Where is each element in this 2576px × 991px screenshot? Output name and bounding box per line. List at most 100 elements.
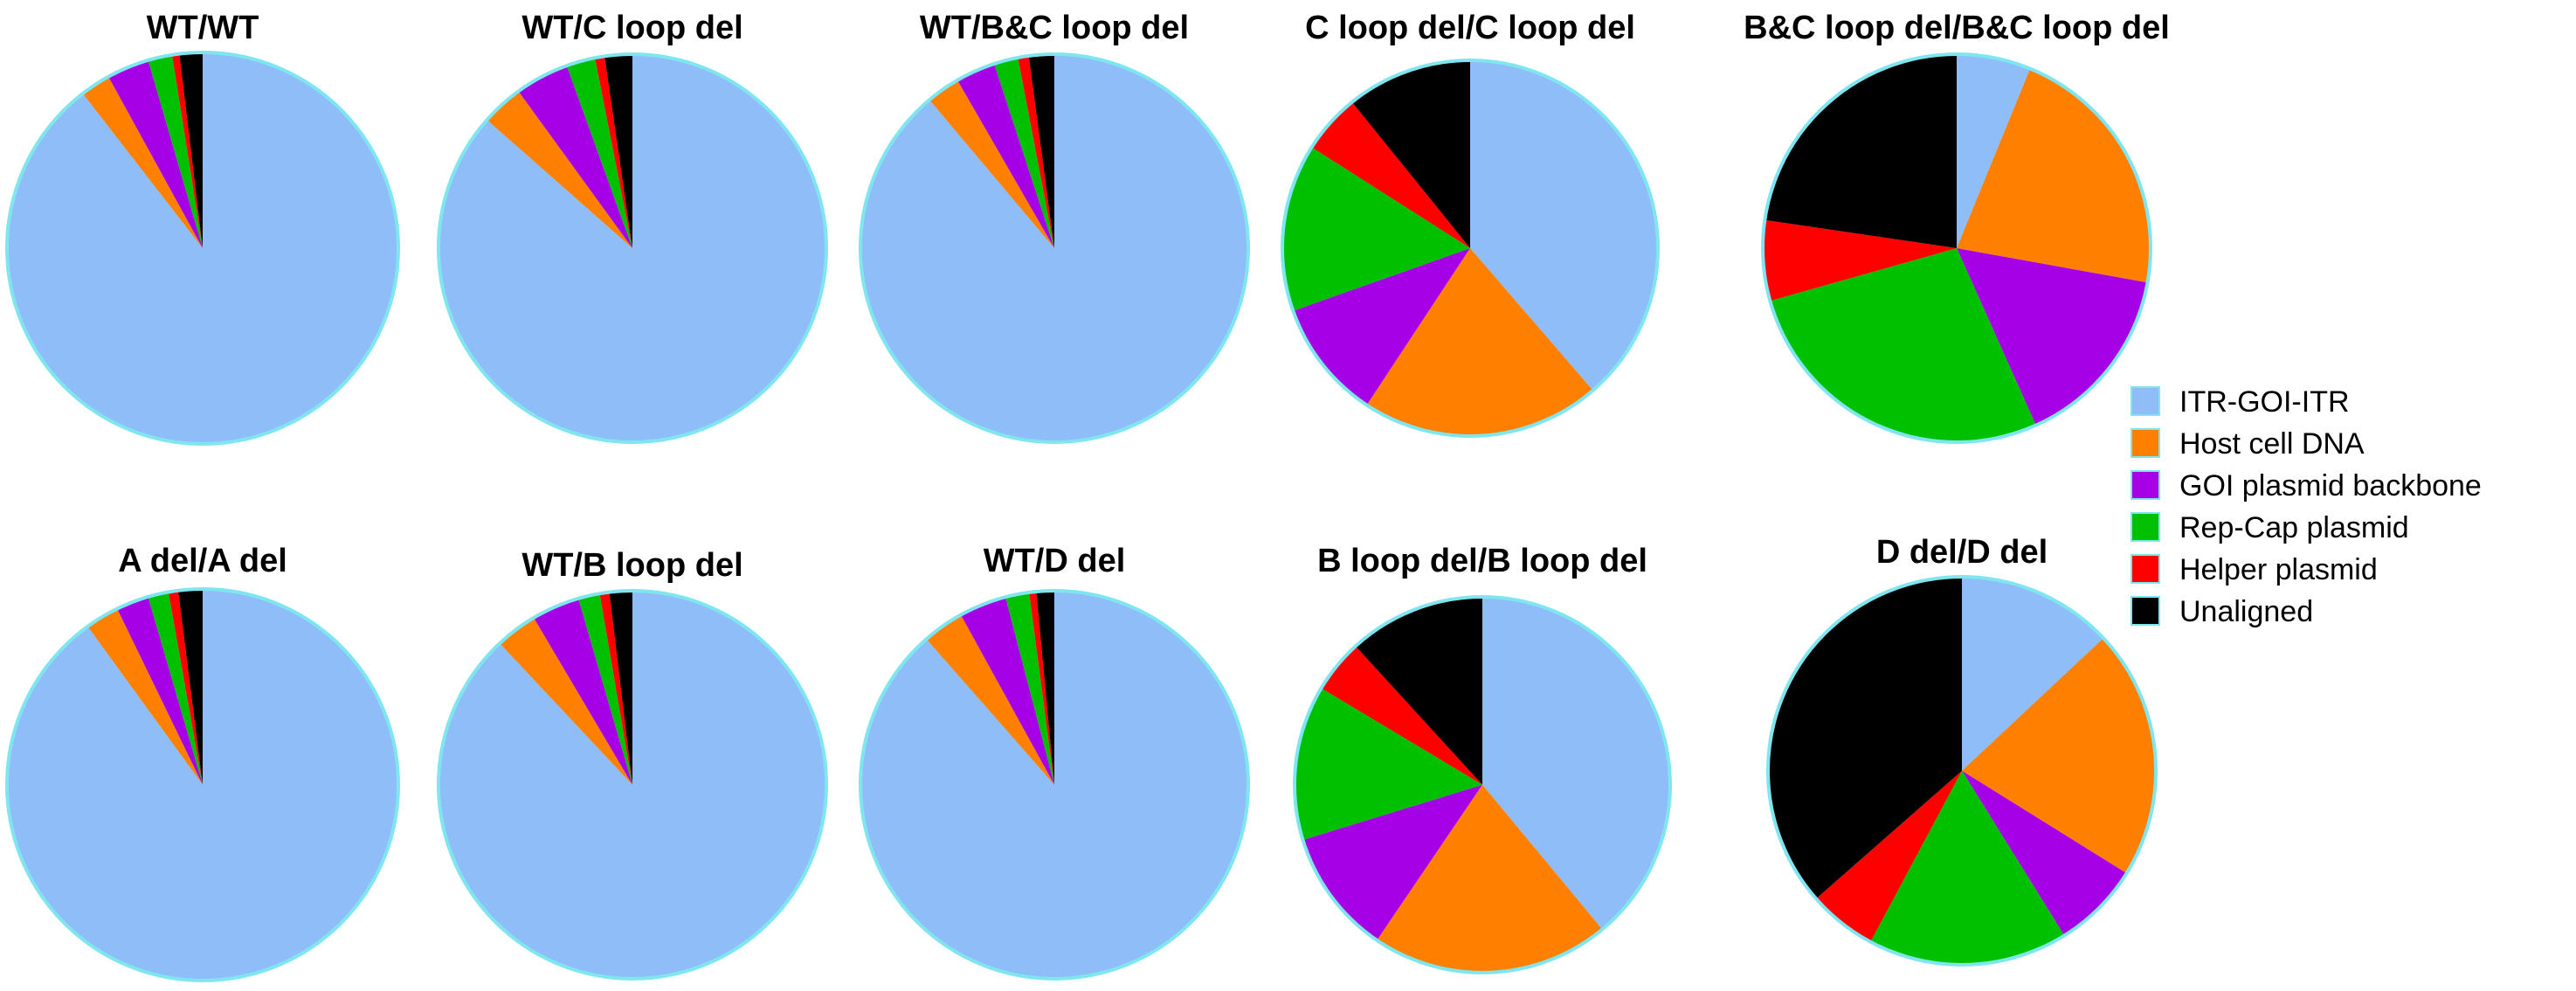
pie-slice-rep-cap-plasmid: [148, 592, 203, 785]
pie-slice-goi-plasmid-backbone: [957, 63, 1054, 248]
pie-slice-rep-cap-plasmid: [1870, 771, 2065, 966]
pie-slice-goi-plasmid-backbone: [518, 66, 632, 249]
pie-8: WT/D del: [859, 543, 1250, 981]
pie-slice-itr-goi-itr: [7, 52, 399, 444]
pie-outline: [5, 587, 400, 982]
legend-swatch: [2131, 596, 2160, 626]
pie-slice-itr-goi-itr: [439, 591, 827, 979]
pie-slice-host-cell-dna: [929, 80, 1054, 249]
pie-slice-itr-goi-itr: [7, 589, 399, 981]
pie-outline: [859, 52, 1250, 444]
pie-slice-goi-plasmid-backbone: [117, 596, 203, 785]
pie-title: WT/B loop del: [521, 547, 742, 584]
pie-slice-itr-goi-itr: [860, 591, 1248, 979]
pie-slice-goi-plasmid-backbone: [960, 597, 1054, 785]
pie-slice-goi-plasmid-backbone: [1962, 771, 2127, 936]
legend-item: Unaligned: [2131, 595, 2313, 628]
pie-outline: [1761, 52, 2152, 444]
pie-slice-helper-plasmid: [595, 56, 632, 248]
pie-title: B&C loop del/B&C loop del: [1744, 10, 2170, 46]
pie-title: A del/A del: [118, 543, 287, 579]
pie-slice-unaligned: [1765, 53, 1957, 248]
pie-slice-host-cell-dna: [1366, 248, 1593, 437]
legend-label: Helper plasmid: [2179, 553, 2378, 586]
pie-slice-rep-cap-plasmid: [1281, 147, 1470, 311]
legend-label: Host cell DNA: [2179, 427, 2365, 461]
legend-item: ITR-GOI-ITR: [2131, 385, 2350, 419]
legend-item: Helper plasmid: [2131, 553, 2378, 586]
pie-6: A del/A del: [5, 543, 400, 982]
legend-label: GOI plasmid backbone: [2179, 469, 2482, 502]
pie-slice-unaligned: [1768, 577, 1962, 899]
pie-slice-rep-cap-plasmid: [566, 58, 632, 248]
pie-slice-helper-plasmid: [1029, 591, 1054, 785]
legend-label: Rep-Cap plasmid: [2179, 511, 2409, 544]
pie-slice-itr-goi-itr: [1470, 60, 1659, 391]
pie-slice-unaligned: [1036, 591, 1054, 785]
pie-slice-host-cell-dna: [487, 91, 632, 249]
pie-slice-unaligned: [1028, 54, 1054, 248]
pie-outline: [5, 51, 400, 446]
legend-item: Host cell DNA: [2131, 427, 2365, 461]
pie-slice-goi-plasmid-backbone: [1293, 248, 1470, 405]
pie-7: WT/B loop del: [437, 547, 828, 981]
pie-slice-goi-plasmid-backbone: [533, 598, 632, 785]
legend: ITR-GOI-ITR Host cell DNA GOI plasmid back…: [2131, 385, 2482, 628]
legend-swatch: [2131, 470, 2160, 500]
pie-slice-unaligned: [177, 589, 203, 785]
pie-3: WT/B&C loop del: [859, 10, 1250, 444]
pie-title: WT/C loop del: [521, 10, 742, 46]
pie-9: B loop del/B loop del: [1293, 543, 1672, 974]
legend-item: Rep-Cap plasmid: [2131, 511, 2409, 544]
pie-title: B loop del/B loop del: [1317, 543, 1647, 579]
pie-slice-host-cell-dna: [1962, 638, 2156, 874]
pie-10: D del/D del: [1766, 534, 2158, 967]
pie-slice-itr-goi-itr: [1482, 597, 1670, 930]
pie-slice-goi-plasmid-backbone: [1302, 785, 1482, 940]
pie-2: WT/C loop del: [437, 10, 828, 444]
pie-4: C loop del/C loop del: [1281, 10, 1660, 438]
pie-slice-goi-plasmid-backbone: [108, 59, 203, 248]
pie-title: D del/D del: [1876, 534, 2048, 571]
pie-title: WT/WT: [147, 10, 259, 46]
pie-slice-unaligned: [1355, 597, 1482, 785]
pie-title: C loop del/C loop del: [1305, 10, 1635, 46]
pie-outline: [1766, 575, 2158, 967]
pie-grid: WT/WT WT/C loop del WT/B&C loop del C loop …: [5, 10, 2170, 982]
pie-slice-itr-goi-itr: [860, 54, 1248, 442]
pie-title: WT/B&C loop del: [920, 10, 1189, 46]
pie-slice-unaligned: [179, 52, 203, 248]
pie-outline: [437, 589, 828, 981]
pie-slice-host-cell-dna: [1377, 785, 1603, 973]
legend-label: Unaligned: [2179, 595, 2313, 628]
pie-5: B&C loop del/B&C loop del: [1744, 10, 2170, 444]
pie-1: WT/WT: [5, 10, 400, 446]
pie-outline: [1281, 59, 1660, 438]
pie-slice-helper-plasmid: [171, 53, 203, 249]
pie-slice-rep-cap-plasmid: [148, 54, 203, 249]
pie-slice-rep-cap-plasmid: [1770, 248, 2036, 442]
pie-slice-itr-goi-itr: [1962, 577, 2104, 771]
pie-slice-rep-cap-plasmid: [994, 57, 1054, 249]
pie-slice-helper-plasmid: [1321, 646, 1482, 785]
legend-swatch: [2131, 554, 2160, 584]
legend-swatch: [2131, 428, 2160, 458]
pie-slice-host-cell-dna: [926, 614, 1054, 785]
pie-outline: [859, 589, 1250, 981]
pie-outline: [437, 52, 828, 444]
pie-slice-rep-cap-plasmid: [578, 593, 632, 785]
pie-slice-itr-goi-itr: [439, 53, 827, 442]
pie-slice-helper-plasmid: [1311, 101, 1470, 248]
pie-slice-goi-plasmid-backbone: [1957, 248, 2148, 426]
pie-outline: [1293, 595, 1672, 974]
pie-slice-unaligned: [1351, 60, 1470, 248]
pie-slice-host-cell-dna: [82, 76, 204, 249]
legend-item: GOI plasmid backbone: [2131, 469, 2482, 502]
pie-slice-rep-cap-plasmid: [1005, 592, 1054, 785]
pie-slice-helper-plasmid: [168, 590, 203, 785]
pie-slice-unaligned: [604, 54, 632, 248]
legend-swatch: [2131, 386, 2160, 416]
legend-swatch: [2131, 512, 2160, 542]
pie-slice-rep-cap-plasmid: [1294, 688, 1482, 841]
